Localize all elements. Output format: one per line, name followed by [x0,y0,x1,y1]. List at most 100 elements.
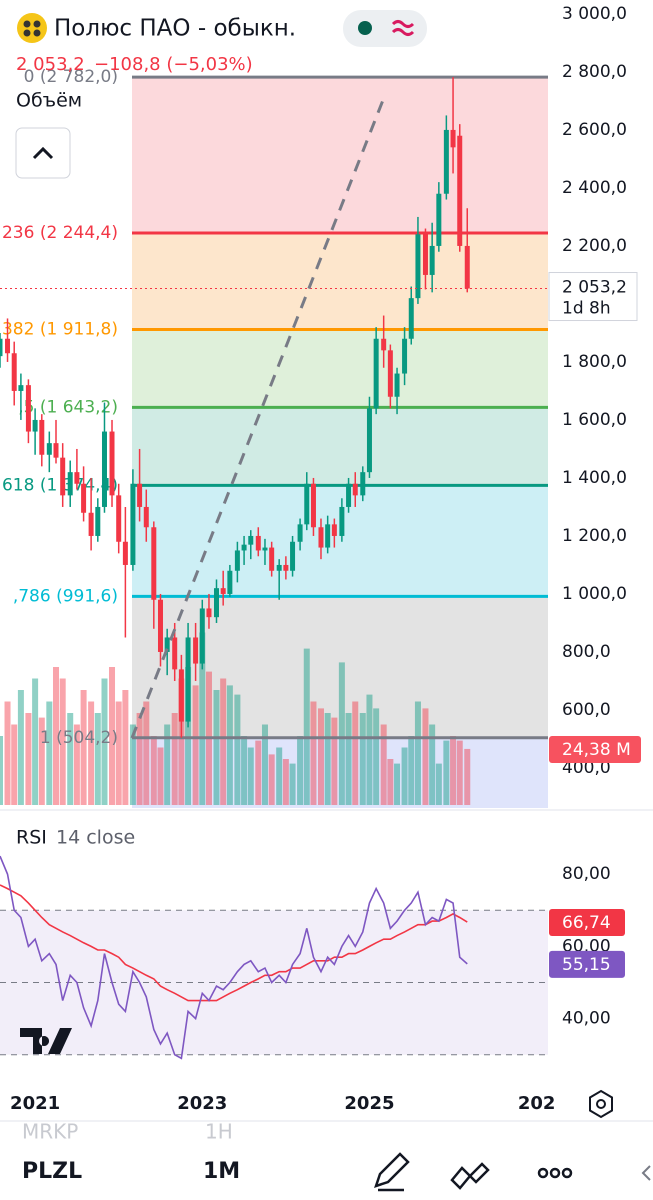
fib-label: ,786 (991,6) [13,586,118,606]
symbol-button[interactable]: PLZL [22,1159,82,1184]
x-tick-label: 2023 [177,1093,227,1114]
candle-body [269,547,275,571]
candle-body [331,524,337,536]
quote-change: −108,8 (−5,03%) [94,54,253,75]
candle-body [283,564,289,571]
fib-label: 618 (1 374,4) [2,475,118,495]
candle-body [457,135,463,246]
candle-body [95,506,101,536]
interval-button[interactable]: 1M [203,1159,240,1184]
candle-body [18,385,24,391]
candle-body [436,193,442,246]
volume-bar [157,747,164,805]
volume-bar [136,713,143,805]
draw-button[interactable] [374,1152,410,1192]
candle-body [137,483,143,507]
candle-body [366,408,372,473]
rsi-title: RSI [16,827,47,849]
y-tick-label: 2 200,0 [562,236,627,256]
y-tick-label: 80,00 [562,864,611,884]
volume-bar [289,763,296,805]
settings-icon[interactable] [589,1089,613,1119]
volume-bar [338,662,345,805]
volume-bar [11,724,18,805]
candle-body [325,524,331,548]
volume-bar [450,736,457,805]
volume-bar [234,694,241,805]
candle-body [67,472,73,496]
candle-body [39,419,45,455]
volume-bar [324,713,331,805]
x-tick-label: 2021 [10,1093,60,1114]
more-button[interactable] [537,1167,573,1179]
volume-bar [401,747,408,805]
fib-zone [132,233,548,330]
volume-label-box [549,736,641,763]
fib-label: 1 (504,2) [40,728,118,748]
candle-body [297,524,303,542]
candle-body [450,129,456,148]
volume-bar [122,690,129,805]
volume-bar [414,701,421,805]
tv-logo [20,1028,72,1054]
collapse-button[interactable] [15,127,71,179]
volume-bar [394,763,401,805]
price-pane: 0 (2 782,0) 236 (2 244,4) 382 (1 911,8) ,5 … [0,4,653,1114]
candle-body [5,338,11,354]
candle-body [164,637,170,652]
candle-body [130,483,136,565]
volume-title: Объём [16,90,82,112]
volume-bar [129,724,136,805]
candle-body [339,506,345,536]
y-tick-label: 2 400,0 [562,178,627,198]
candle-body [81,483,87,513]
logo-mark [23,20,41,37]
candle-body [151,527,157,600]
candle-body [53,443,59,458]
candle-body [304,483,310,525]
candle-body [241,544,247,551]
volume-bar [282,759,289,805]
volume-bar [317,708,324,805]
rsi-line [0,884,468,1002]
prev-interval[interactable]: 1H [205,1120,233,1144]
volume-bar [213,690,220,805]
volume-bar [220,678,227,805]
volume-bar [429,724,436,805]
candle-body [0,338,3,357]
volume-bar [310,701,317,805]
countdown-label: 1d 8h [562,299,611,319]
volume-bar [67,713,74,805]
y-tick-label: 3 000,0 [562,4,627,24]
fib-zone [132,485,548,597]
volume-bar [94,713,101,805]
candle-body [109,431,115,496]
volume-bar [387,759,394,805]
y-tick-label: 1 000,0 [562,584,627,604]
volume-bar [199,632,206,805]
overlay: Полюс ПАО - обыкн. 2 053,2 −108,8 (−5,03… [0,10,653,1192]
last-price-label: 2 053,2 [562,278,627,298]
candle-body [122,541,128,565]
rsi-value-label: 66,74 [562,913,611,933]
volume-bar [331,717,338,805]
indicators-button[interactable] [450,1162,490,1190]
y-tick-label: 1 800,0 [562,352,627,372]
y-tick-label: 800,0 [562,642,611,662]
settings-icon-core [596,1099,606,1109]
volume-bar [303,648,310,805]
back-arrow[interactable] [641,1165,651,1181]
candle-body [352,483,358,496]
status-pill[interactable] [343,10,427,47]
fib-zone [132,737,548,808]
prev-symbol[interactable]: MRKP [22,1120,78,1144]
fib-label: 0 (2 782,0) [24,67,118,87]
candle-body [373,338,379,409]
candle-body [206,608,212,618]
y-tick-label: 2 800,0 [562,62,627,82]
candle-body [143,506,149,528]
candle-body [88,512,94,536]
volume-bar [164,724,171,805]
